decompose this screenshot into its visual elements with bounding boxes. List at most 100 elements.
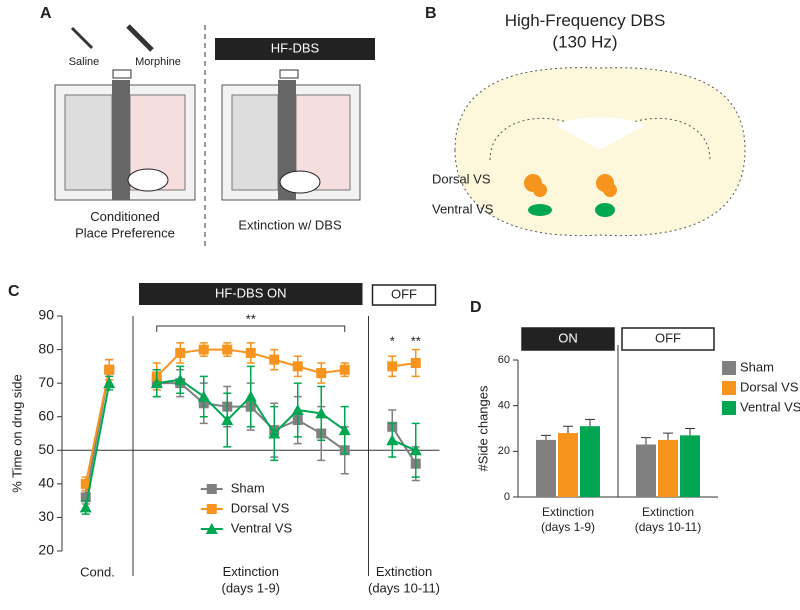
series-segment	[84, 369, 111, 485]
caption: Extinction w/ DBS	[238, 217, 342, 232]
error-bar	[663, 432, 673, 440]
group-label: Cond.	[80, 564, 115, 579]
banner	[139, 283, 363, 305]
marker	[410, 358, 421, 368]
y-tick-label: 40	[38, 475, 54, 491]
marker	[291, 404, 304, 415]
y-tick-label: 70	[38, 374, 54, 390]
error-bar	[541, 434, 551, 440]
marker	[386, 434, 399, 446]
marker	[244, 390, 257, 402]
series-segment	[249, 396, 276, 435]
marker	[316, 368, 327, 379]
panel-label: D	[470, 299, 482, 316]
marker	[315, 407, 328, 419]
cpp-box	[54, 69, 196, 201]
legend-swatch	[722, 381, 736, 395]
bracket	[156, 325, 346, 332]
syringes	[70, 24, 154, 52]
y-tick-label: 0	[504, 491, 510, 503]
group-label: Extinction (days 10-11)	[368, 564, 440, 595]
marker	[80, 478, 91, 489]
significance: *	[390, 333, 395, 348]
marker	[222, 344, 233, 355]
marker	[338, 424, 351, 436]
series-segment	[297, 409, 322, 415]
marker	[221, 414, 234, 426]
legend-label: Sham	[740, 359, 774, 374]
banner-text: ON	[558, 330, 578, 345]
y-tick-label: 50	[38, 441, 54, 457]
bar	[580, 426, 600, 497]
banner	[521, 327, 615, 351]
marker	[339, 364, 350, 375]
x-tick-label: Extinction (days 1-9)	[541, 505, 595, 534]
legend-label: Dorsal VS	[231, 500, 290, 515]
marker	[174, 373, 187, 385]
series-segment	[84, 382, 111, 508]
y-tick-label: 20	[498, 445, 510, 457]
error-bar	[563, 425, 573, 434]
banner-text: OFF	[391, 286, 417, 301]
marker	[206, 504, 217, 514]
series-segment	[156, 378, 181, 385]
bracket-label: **	[246, 311, 256, 326]
y-tick-label: 60	[498, 354, 510, 366]
syringe-label: Saline	[69, 56, 100, 68]
y-tick-label: 30	[38, 508, 54, 524]
legend-label: Dorsal VS	[740, 379, 799, 394]
marker	[198, 344, 209, 355]
significance: **	[411, 333, 421, 348]
bar	[680, 435, 700, 497]
marker	[245, 347, 256, 358]
syringe-label: Morphine	[135, 56, 181, 68]
marker	[206, 484, 217, 494]
panel-label: B	[425, 5, 437, 22]
legend-swatch	[722, 361, 736, 375]
region-label: Dorsal VS	[432, 171, 491, 186]
banner-text: HF-DBS	[271, 40, 320, 55]
marker	[205, 523, 218, 534]
error-bar	[641, 437, 651, 445]
bar	[636, 444, 656, 497]
group-label: Extinction (days 1-9)	[221, 564, 280, 595]
marker	[197, 390, 210, 402]
marker	[80, 492, 91, 503]
y-tick-label: 90	[38, 307, 54, 323]
y-tick-label: 20	[38, 542, 54, 558]
y-tick-label: 80	[38, 340, 54, 356]
marker	[175, 347, 186, 358]
brain-section	[454, 67, 746, 237]
legend-label: Sham	[231, 480, 265, 495]
error-bar	[585, 418, 595, 427]
legend-label: Ventral VS	[231, 520, 293, 535]
bar	[558, 433, 578, 497]
y-tick-label: 40	[498, 400, 510, 412]
marker	[79, 501, 92, 513]
caption: Conditioned Place Preference	[75, 209, 175, 240]
marker	[103, 377, 116, 389]
marker	[268, 427, 281, 439]
legend-label: Ventral VS	[740, 399, 800, 414]
region-label: Ventral VS	[432, 201, 494, 216]
panel-label: C	[8, 283, 20, 300]
marker	[409, 444, 422, 456]
marker	[387, 361, 398, 372]
bar	[658, 439, 678, 497]
banner-text: HF-DBS ON	[215, 285, 287, 300]
marker	[292, 361, 303, 372]
banner	[215, 38, 375, 60]
legend-swatch	[722, 401, 736, 415]
bar	[536, 439, 556, 497]
x-tick-label: Extinction (days 10-11)	[635, 505, 701, 534]
marker	[150, 377, 163, 389]
marker	[269, 354, 280, 365]
dbs-box	[221, 69, 361, 201]
marker	[104, 364, 115, 375]
y-tick-label: 60	[38, 407, 54, 423]
y-axis-label: % Time on drug side	[9, 374, 24, 493]
error-bar	[685, 428, 695, 436]
banner	[621, 327, 715, 351]
y-axis-label: #Side changes	[475, 385, 490, 472]
